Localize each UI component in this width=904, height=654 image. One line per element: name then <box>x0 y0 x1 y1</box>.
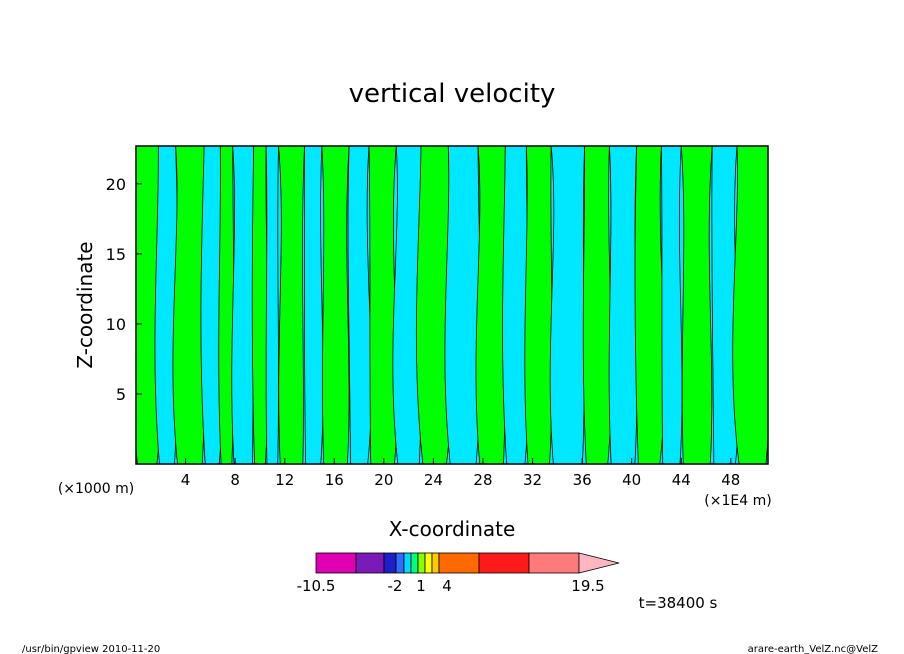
plot-area <box>135 145 769 465</box>
y-tick-label: 5 <box>116 385 126 404</box>
x-unit-left: (×1000 m) <box>58 481 134 497</box>
velocity-band <box>634 146 665 464</box>
footer-left: /usr/bin/gpview 2010-11-20 <box>22 644 160 654</box>
velocity-band <box>231 146 255 464</box>
colorbar-arrow <box>578 552 620 574</box>
colorbar-swatch <box>410 552 419 574</box>
x-tick-label: 28 <box>473 471 492 489</box>
colorbar-swatch <box>383 552 397 574</box>
velocity-band <box>732 146 768 464</box>
velocity-band <box>608 146 638 464</box>
colorbar-swatch <box>315 552 357 574</box>
x-tick-label: 40 <box>622 471 641 489</box>
colorbar: -10.5 -2 1 4 19.5 <box>297 552 620 595</box>
x-tick-label: 8 <box>230 471 240 489</box>
velocity-band <box>265 146 279 464</box>
colorbar-swatch <box>528 552 580 574</box>
velocity-band <box>347 146 372 464</box>
time-label: t=38400 s <box>639 594 718 612</box>
x-tick-label: 32 <box>523 471 542 489</box>
y-axis-label: Z-coordinate <box>73 241 97 368</box>
plot-frame <box>135 145 769 465</box>
velocity-band <box>475 146 507 464</box>
velocity-band <box>278 146 305 464</box>
velocity-band <box>680 146 713 464</box>
x-axis-label: X-coordinate <box>389 517 516 541</box>
velocity-band <box>444 146 482 464</box>
x-tick-label: 16 <box>325 471 344 489</box>
colorbar-swatch <box>424 552 433 574</box>
y-tick-label: 15 <box>106 245 126 264</box>
y-axis: 5 10 15 20 <box>106 175 142 404</box>
colorbar-label: -2 <box>388 577 403 595</box>
colorbar-label: 19.5 <box>571 577 604 595</box>
velocity-band <box>321 146 350 464</box>
x-tick-label: 36 <box>573 471 592 489</box>
x-tick-label: 20 <box>374 471 393 489</box>
velocity-band <box>218 146 235 464</box>
colorbar-swatch <box>355 552 385 574</box>
velocity-band <box>303 146 324 464</box>
x-tick-label: 24 <box>424 471 443 489</box>
velocity-band <box>251 146 269 464</box>
colorbar-swatch <box>417 552 426 574</box>
x-axis: 4 8 12 16 20 24 28 32 36 40 44 48 <box>181 458 740 489</box>
velocity-band <box>524 146 553 464</box>
x-tick-label: 44 <box>672 471 691 489</box>
x-tick-label: 4 <box>181 471 191 489</box>
y-tick-label: 10 <box>106 315 126 334</box>
colorbar-swatch <box>438 552 480 574</box>
y-tick-label: 20 <box>106 175 126 194</box>
velocity-band <box>661 146 683 464</box>
velocity-band <box>711 146 740 464</box>
footer-right: arare-earth_VelZ.nc@VelZ <box>748 644 879 654</box>
chart-title: vertical velocity <box>349 79 556 109</box>
velocity-band <box>582 146 612 464</box>
velocity-band <box>549 146 585 464</box>
colorbar-swatch <box>478 552 530 574</box>
x-unit-right: (×1E4 m) <box>704 493 771 509</box>
x-tick-label: 48 <box>721 471 740 489</box>
colorbar-swatch <box>395 552 405 574</box>
x-tick-label: 12 <box>275 471 294 489</box>
colorbar-swatch <box>403 552 412 574</box>
velocity-band <box>368 146 398 464</box>
colorbar-label: 1 <box>416 577 426 595</box>
colorbar-label: -10.5 <box>297 577 336 595</box>
colorbar-swatch <box>431 552 440 574</box>
colorbar-label: 4 <box>442 577 452 595</box>
